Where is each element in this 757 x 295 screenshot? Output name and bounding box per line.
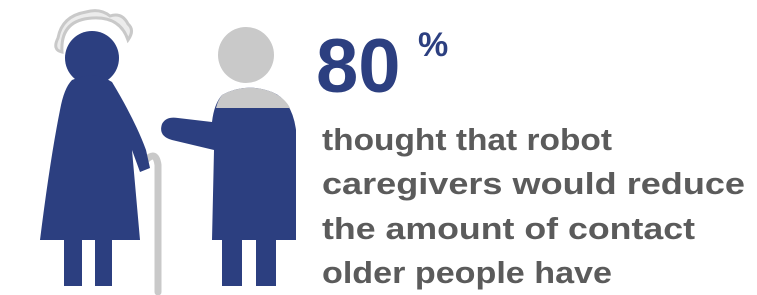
description: thought that robot caregivers would redu…: [322, 122, 745, 290]
stat-unit: %: [418, 26, 448, 64]
cane: [146, 156, 158, 292]
illustration: [40, 11, 296, 292]
infographic: 80 % thought that robot caregivers would…: [0, 0, 757, 295]
description-line: the amount of contact: [322, 211, 695, 246]
stat-value: 80: [316, 24, 401, 109]
older-woman: [40, 11, 150, 286]
description-line: older people have: [322, 255, 612, 290]
description-line: thought that robot: [322, 122, 612, 157]
description-line: caregivers would reduce: [322, 166, 745, 201]
person: [161, 27, 296, 286]
